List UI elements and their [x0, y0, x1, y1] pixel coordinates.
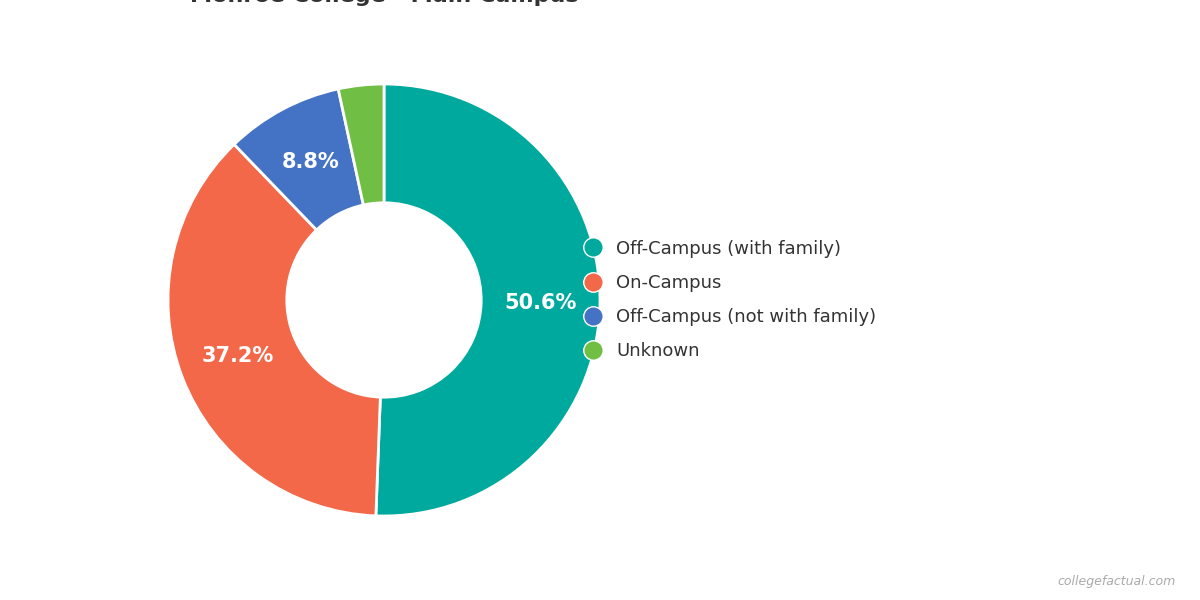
Wedge shape: [376, 84, 600, 516]
Wedge shape: [168, 145, 380, 516]
Wedge shape: [234, 89, 364, 230]
Text: 37.2%: 37.2%: [202, 346, 274, 366]
Text: collegefactual.com: collegefactual.com: [1057, 575, 1176, 588]
Wedge shape: [338, 84, 384, 205]
Text: 8.8%: 8.8%: [282, 152, 340, 172]
Legend: Off-Campus (with family), On-Campus, Off-Campus (not with family), Unknown: Off-Campus (with family), On-Campus, Off…: [566, 221, 894, 379]
Text: 50.6%: 50.6%: [504, 293, 577, 313]
Title: Freshmen Living Arrangements at
Monroe College - Main Campus: Freshmen Living Arrangements at Monroe C…: [170, 0, 598, 6]
